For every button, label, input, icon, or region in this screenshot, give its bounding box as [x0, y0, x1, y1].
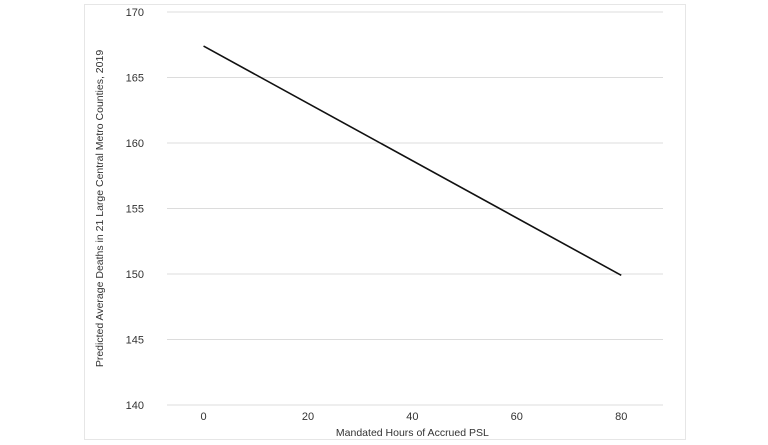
x-tick-label: 60 — [511, 411, 523, 423]
x-tick-label: 0 — [200, 411, 206, 423]
y-axis-title: Predicted Average Deaths in 21 Large Cen… — [94, 50, 106, 367]
y-tick-label: 150 — [126, 269, 144, 281]
series-line-0 — [203, 45, 622, 277]
series-layer — [203, 45, 622, 277]
x-axis-ticks: 0 20 40 60 80 — [200, 411, 627, 423]
gridlines — [167, 11, 663, 406]
y-tick-label: 165 — [126, 73, 144, 85]
chart-frame — [84, 4, 686, 440]
y-tick-label: 160 — [126, 138, 144, 150]
x-tick-label: 80 — [615, 411, 627, 423]
y-tick-label: 145 — [126, 335, 144, 347]
y-tick-label: 170 — [126, 7, 144, 19]
x-tick-label: 40 — [406, 411, 418, 423]
y-axis-ticks: 140 145 150 155 160 165 170 — [126, 7, 144, 412]
x-axis-title: Mandated Hours of Accrued PSL — [336, 427, 489, 439]
y-tick-label: 140 — [126, 400, 144, 412]
x-tick-label: 20 — [302, 411, 314, 423]
y-tick-label: 155 — [126, 204, 144, 216]
